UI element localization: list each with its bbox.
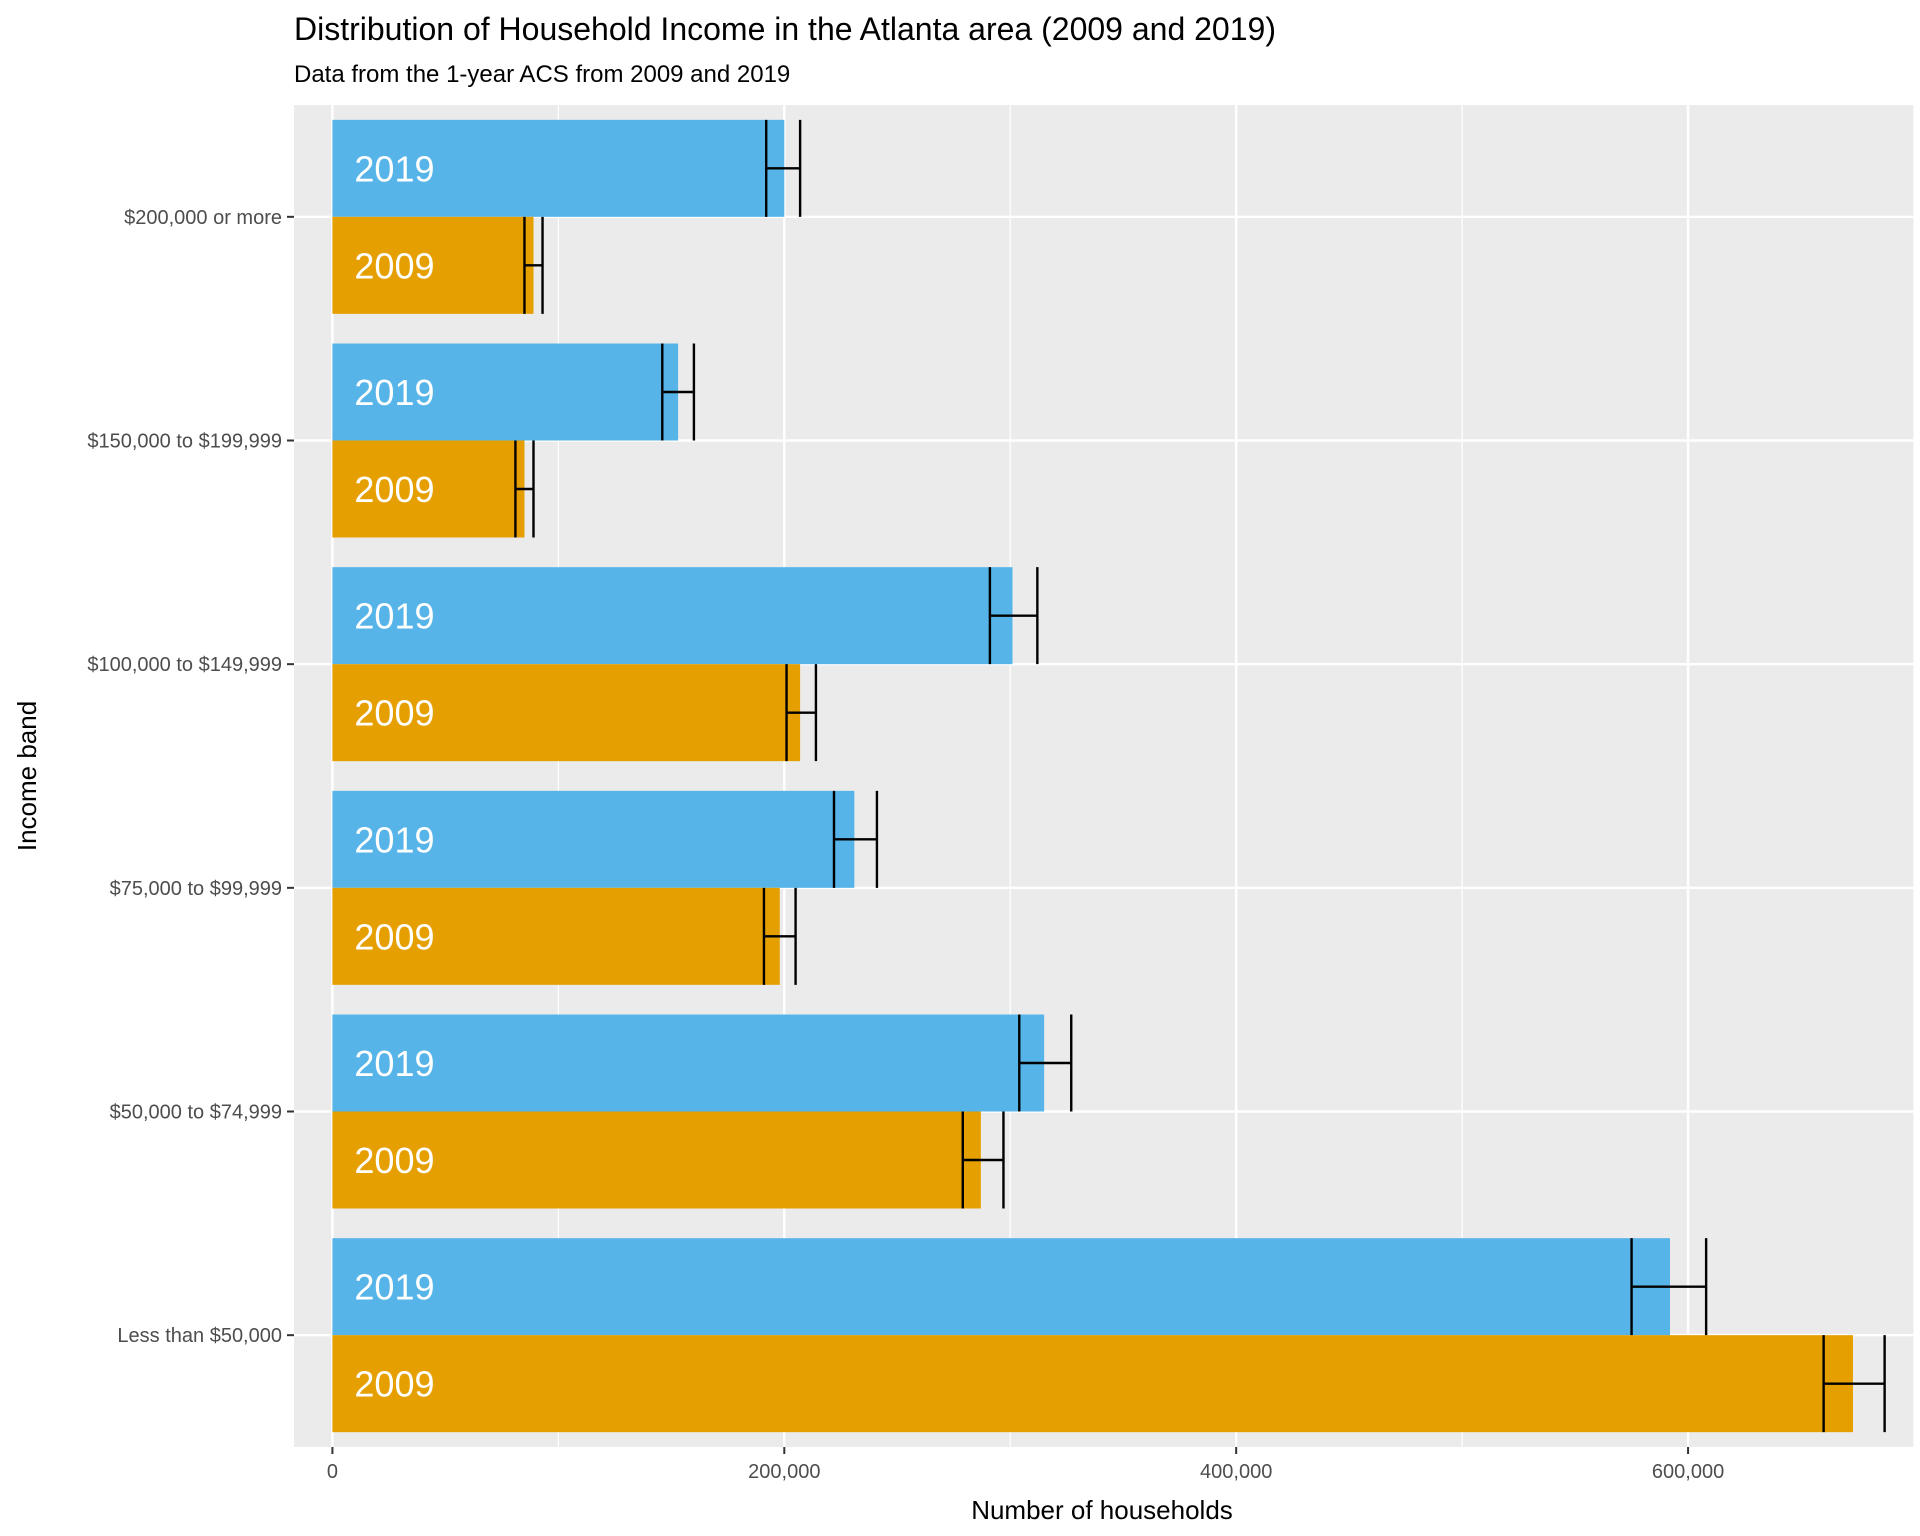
bar bbox=[332, 664, 801, 762]
bar-labels: 2019 2019 2019 2019 2019 2019 2009 2009 2009 2009… bbox=[354, 148, 434, 1404]
y-tick-label: Less than $50,000 bbox=[117, 1325, 282, 1347]
x-tick-label: 200,000 bbox=[748, 1461, 820, 1483]
chart-subtitle: Data from the 1-year ACS from 2009 and 2… bbox=[294, 61, 790, 88]
y-tick-label: $75,000 to $99,999 bbox=[110, 878, 282, 900]
chart-title: Distribution of Household Income in the … bbox=[294, 11, 1276, 47]
bar bbox=[332, 1111, 981, 1209]
bar-label: 2019 bbox=[354, 372, 434, 413]
bar bbox=[332, 119, 785, 217]
y-tick-label: $50,000 to $74,999 bbox=[110, 1102, 282, 1124]
y-tick-label: $200,000 or more bbox=[124, 207, 282, 229]
bar bbox=[332, 216, 534, 314]
bar-label: 2019 bbox=[354, 148, 434, 189]
bar-label: 2009 bbox=[354, 916, 434, 957]
x-axis-title: Number of households bbox=[971, 1495, 1233, 1525]
bar-label: 2009 bbox=[354, 693, 434, 734]
bar bbox=[332, 887, 780, 985]
y-tick-label: $150,000 to $199,999 bbox=[87, 431, 282, 453]
bar-label: 2019 bbox=[354, 596, 434, 637]
error-bars bbox=[514, 119, 1886, 1433]
bar bbox=[332, 1335, 1853, 1433]
bar-label: 2009 bbox=[354, 245, 434, 286]
plot-panel bbox=[294, 105, 1914, 1447]
x-tick-label: 600,000 bbox=[1652, 1461, 1724, 1483]
y-tick-label: $100,000 to $149,999 bbox=[87, 654, 282, 676]
bar bbox=[332, 790, 855, 888]
bar-label: 2019 bbox=[354, 819, 434, 860]
bar-label: 2019 bbox=[354, 1043, 434, 1084]
bar bbox=[332, 343, 679, 441]
bar-label: 2019 bbox=[354, 1267, 434, 1308]
bar-label: 2009 bbox=[354, 1364, 434, 1405]
x-tick-label: 400,000 bbox=[1200, 1461, 1272, 1483]
bar bbox=[332, 567, 1013, 665]
y-axis-title: Income band bbox=[12, 701, 42, 851]
x-tick-label: 0 bbox=[327, 1461, 338, 1483]
bar-label: 2009 bbox=[354, 1140, 434, 1181]
bar bbox=[332, 1238, 1670, 1336]
y-axis: $200,000 or more $150,000 to $199,999 $100… bbox=[87, 207, 294, 1347]
bars bbox=[332, 119, 1853, 1433]
bar bbox=[332, 440, 525, 538]
x-axis: 0 200,000 400,000 600,000 bbox=[327, 1447, 1724, 1483]
bar bbox=[332, 1014, 1045, 1112]
bar-label: 2009 bbox=[354, 469, 434, 510]
